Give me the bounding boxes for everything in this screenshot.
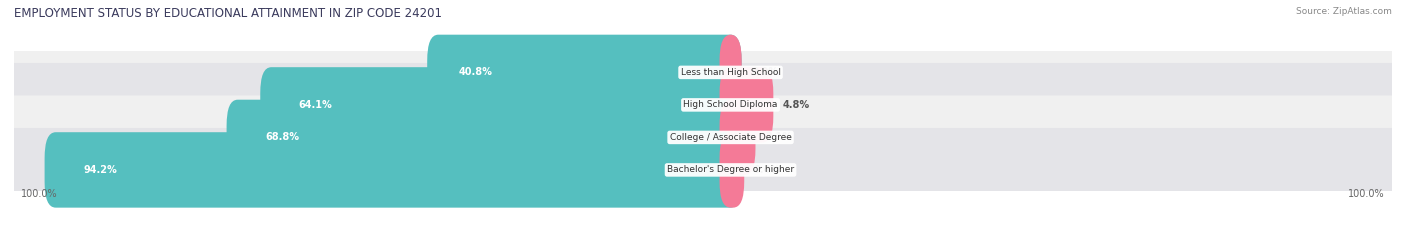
FancyBboxPatch shape	[260, 67, 741, 143]
Text: 64.1%: 64.1%	[299, 100, 333, 110]
Text: EMPLOYMENT STATUS BY EDUCATIONAL ATTAINMENT IN ZIP CODE 24201: EMPLOYMENT STATUS BY EDUCATIONAL ATTAINM…	[14, 7, 441, 20]
Text: 2.1%: 2.1%	[765, 132, 792, 142]
Text: Source: ZipAtlas.com: Source: ZipAtlas.com	[1296, 7, 1392, 16]
FancyBboxPatch shape	[3, 63, 1403, 147]
FancyBboxPatch shape	[3, 96, 1403, 179]
Text: High School Diploma: High School Diploma	[683, 100, 778, 110]
FancyBboxPatch shape	[3, 31, 1403, 114]
Text: Bachelor's Degree or higher: Bachelor's Degree or higher	[666, 165, 794, 175]
Text: 100.0%: 100.0%	[21, 189, 58, 199]
FancyBboxPatch shape	[45, 132, 741, 208]
FancyBboxPatch shape	[226, 100, 741, 175]
FancyBboxPatch shape	[3, 128, 1403, 212]
Text: 0.0%: 0.0%	[751, 67, 779, 77]
Text: 0.4%: 0.4%	[754, 165, 780, 175]
Text: College / Associate Degree: College / Associate Degree	[669, 133, 792, 142]
Text: 68.8%: 68.8%	[266, 132, 299, 142]
Text: 40.8%: 40.8%	[458, 67, 492, 77]
FancyBboxPatch shape	[720, 100, 755, 175]
FancyBboxPatch shape	[720, 132, 744, 208]
FancyBboxPatch shape	[720, 35, 742, 110]
Legend: In Labor Force, Unemployed: In Labor Force, Unemployed	[612, 231, 794, 233]
Text: 4.8%: 4.8%	[783, 100, 810, 110]
Text: 100.0%: 100.0%	[1348, 189, 1385, 199]
FancyBboxPatch shape	[427, 35, 741, 110]
Text: 94.2%: 94.2%	[83, 165, 117, 175]
Text: Less than High School: Less than High School	[681, 68, 780, 77]
FancyBboxPatch shape	[720, 67, 773, 143]
